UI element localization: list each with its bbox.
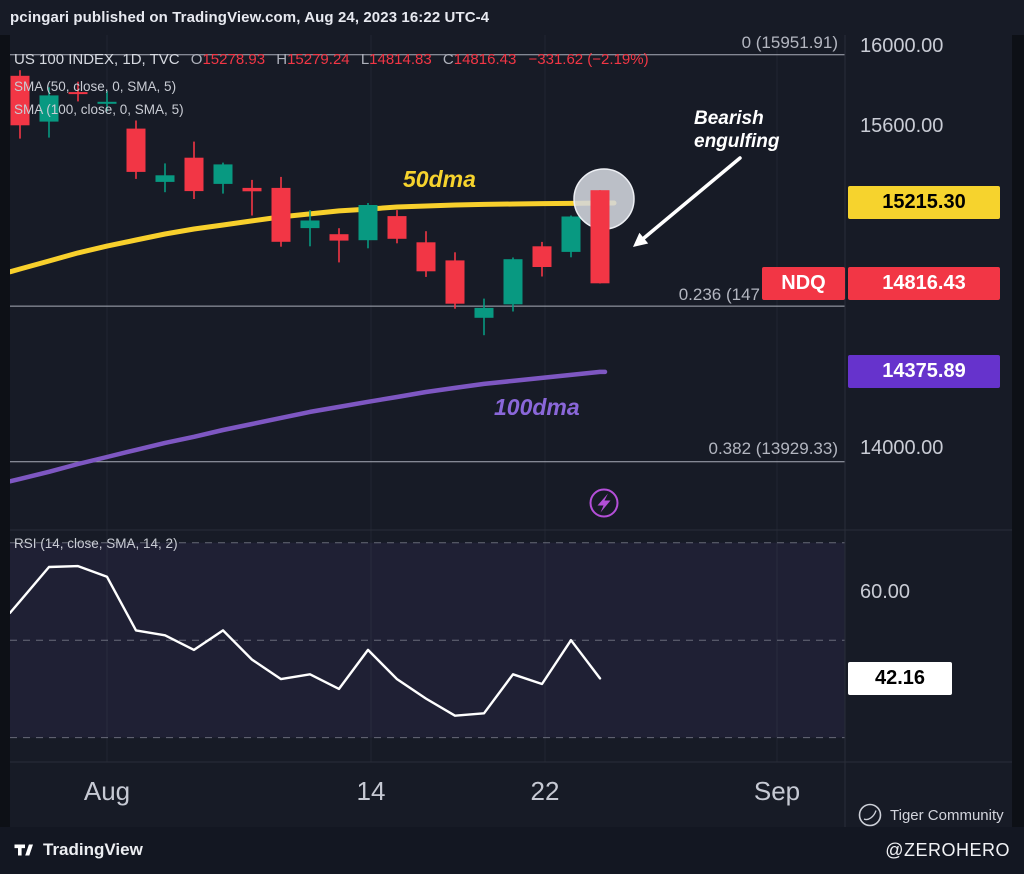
ohlc-open-value: 15278.93 [202, 51, 266, 68]
tradingview-logo-icon [14, 844, 33, 856]
author-watermark: @ZEROHERO [885, 840, 1010, 860]
flash-icon[interactable] [589, 488, 619, 518]
ohlc-high-value: 15279.24 [287, 51, 350, 68]
fib-236-label: 0.236 (147 [678, 285, 760, 304]
tradingview-wordmark: TradingView [43, 840, 143, 859]
attribution-bar: pcingari published on TradingView.com, A… [0, 0, 1024, 35]
engulfing-candle [590, 190, 610, 284]
right-frame-strip [1012, 35, 1024, 827]
sma50-legend[interactable]: SMA (50, close, 0, SMA, 5) [14, 79, 177, 94]
x-label-aug: Aug [83, 776, 131, 806]
symbol-price-box: NDQ [762, 267, 845, 300]
candles [10, 70, 581, 336]
symbol-legend[interactable]: US 100 INDEX, 1D, TVC O15278.93 H15279.2… [14, 51, 649, 68]
x-label-22: 22 [530, 776, 560, 806]
sma50-line [7, 200, 617, 275]
symbol-title: US 100 INDEX, 1D, TVC [14, 51, 180, 68]
ohlc-close-label: C [442, 51, 454, 68]
ohlc-high-label: H [276, 51, 288, 68]
bearish-engulfing-annotation: Bearish engulfing [694, 107, 779, 153]
tiger-community-icon [858, 803, 882, 827]
rsi-legend[interactable]: RSI (14, close, SMA, 14, 2) [14, 536, 178, 551]
price-tick-15600: 15600.00 [860, 115, 944, 137]
price-tick-16000: 16000.00 [860, 35, 944, 57]
ohlc-low-label: L [360, 51, 370, 68]
annotation-arrow [642, 156, 742, 240]
price-change: −331.62 (−2.19%) [528, 51, 649, 68]
sma50-price-box: 15215.30 [848, 186, 1000, 219]
tradingview-logo[interactable]: TradingView [12, 838, 143, 862]
time-axis[interactable]: Aug 14 22 Sep [0, 762, 1024, 827]
tiger-community-label: Tiger Community [890, 806, 1004, 824]
attribution-text: pcingari published on TradingView.com, A… [10, 9, 490, 26]
rsi-tick-60: 60.00 [860, 581, 911, 603]
x-label-14: 14 [356, 776, 386, 806]
ohlc-open-label: O [190, 51, 203, 68]
x-label-sep: Sep [753, 776, 801, 806]
sma100-line [7, 369, 608, 484]
bearish-engulfing-line1: Bearish [694, 108, 764, 129]
ohlc-close-value: 14816.43 [453, 51, 517, 68]
rsi-value-box: 42.16 [848, 662, 952, 695]
fib-382-label: 0.382 (13929.33) [708, 439, 839, 458]
ohlc-low-value: 14814.83 [369, 51, 432, 68]
rsi-line [8, 564, 602, 717]
sma50-annotation: 50dma [403, 166, 476, 192]
sma100-legend[interactable]: SMA (100, close, 0, SMA, 5) [14, 102, 184, 117]
price-tick-14000: 14000.00 [860, 437, 944, 459]
footer-bar: TradingView @ZEROHERO [0, 827, 1024, 874]
last-price-box: 14816.43 [848, 267, 1000, 300]
sma100-price-box: 14375.89 [848, 355, 1000, 388]
bearish-engulfing-line2: engulfing [694, 131, 780, 152]
left-frame-strip [0, 35, 10, 827]
tiger-community-badge: Tiger Community [856, 801, 1004, 829]
annotation-arrowhead [633, 232, 649, 247]
sma100-annotation: 100dma [494, 394, 580, 420]
fib-0-label: 0 (15951.91) [741, 33, 838, 52]
